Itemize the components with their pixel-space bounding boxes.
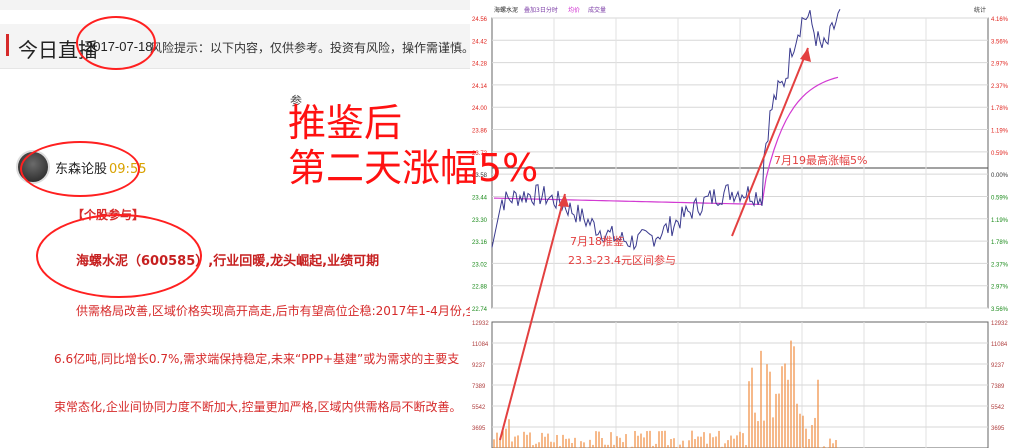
highlight-ellipse-author [20, 141, 140, 197]
header-accent-bar [6, 34, 9, 56]
chart-legend-item: 叠加3日分时 [524, 6, 558, 14]
pct-tick-label: 2.37% [991, 262, 1009, 268]
post-paragraph-3: 束常态化,企业间协同力度不断加大,控量更加严格,区域内供需格局不断改善。 [54, 400, 462, 414]
intraday-chart-svg: 24.56 24.42 24.28 24.14 24.00 23.86 23.72 23.58… [470, 0, 1016, 448]
top-strip [0, 0, 470, 10]
price-tick-label: 23.16 [472, 240, 488, 246]
volume-tick-label: 11084 [472, 342, 489, 348]
pct-tick-label: 2.37% [991, 84, 1009, 90]
price-tick-label: 23.44 [472, 195, 488, 201]
volume-tick-label: 12932 [991, 321, 1008, 327]
volume-tick-label: 3695 [472, 426, 486, 432]
volume-tick-label: 12932 [472, 321, 489, 327]
pct-tick-label: 1.19% [991, 129, 1009, 135]
pct-tick-label: 1.19% [991, 218, 1009, 224]
annotation-1-line2: 23.3-23.4元区间参与 [568, 253, 676, 267]
price-tick-label: 23.30 [472, 218, 488, 224]
price-tick-label: 24.42 [472, 39, 488, 45]
overlay-title-line2: 第二天涨幅5% [288, 146, 539, 190]
annotation-1-line1: 7月18推鉴 [570, 234, 624, 248]
volume-tick-label: 9237 [991, 363, 1005, 369]
volume-tick-label: 3695 [991, 426, 1005, 432]
pct-tick-label: 0.59% [991, 195, 1009, 201]
price-tick-label: 23.72 [472, 151, 488, 157]
price-tick-label: 22.74 [472, 307, 488, 313]
highlight-ellipse-date [76, 16, 156, 70]
annotation-2: 7月19最高涨幅5% [774, 153, 867, 167]
intraday-chart: 24.56 24.42 24.28 24.14 24.00 23.86 23.72 23.58… [470, 0, 1016, 448]
price-tick-label: 24.56 [472, 17, 488, 23]
pct-tick-label: 2.97% [991, 285, 1009, 291]
post-paragraph-2: 6.6亿吨,同比增长0.7%,需求端保持稳定,未来“PPP+基建”或为需求的主要… [54, 352, 460, 366]
price-tick-label: 23.58 [472, 173, 488, 179]
pct-tick-label: 1.78% [991, 240, 1009, 246]
volume-tick-label: 7389 [991, 384, 1005, 390]
chart-background [470, 0, 1016, 448]
chart-top-right-label: 统计 [974, 6, 986, 14]
pct-tick-label: 2.97% [991, 62, 1009, 68]
pct-tick-label: 3.56% [991, 307, 1009, 313]
highlight-ellipse-stock [36, 214, 202, 298]
chart-legend-item: 海螺水泥 [494, 6, 518, 14]
price-tick-label: 22.88 [472, 285, 488, 291]
pct-tick-label: 0.59% [991, 151, 1009, 157]
post-paragraph-1: 供需格局改善,区域价格实现高开高走,后市有望高位企稳:2017年1-4月份,全 [76, 304, 478, 318]
price-tick-label: 24.14 [472, 84, 488, 90]
annotation-arrow-2 [731, 47, 809, 237]
partial-tab-label: 参 [290, 94, 303, 108]
volume-tick-label: 11084 [991, 342, 1008, 348]
average-price-line [493, 76, 839, 206]
pct-tick-label: 4.16% [991, 17, 1009, 23]
price-tick-label: 23.86 [472, 129, 488, 135]
volume-tick-label: 5542 [472, 405, 486, 411]
chart-legend-item: 成交量 [588, 6, 606, 14]
price-tick-label: 23.02 [472, 262, 488, 268]
volume-tick-label: 5542 [991, 405, 1005, 411]
chart-legend-item: 均价 [568, 6, 580, 14]
price-line [491, 9, 841, 251]
overlay-title-line1: 推鉴后 [288, 101, 403, 145]
annotation-arrowhead-2 [800, 48, 811, 62]
risk-notice: 风险提示：以下内容，仅供参考。投资有风险，操作需谨慎。 [150, 41, 475, 55]
annotation-arrowhead-1 [558, 194, 569, 207]
price-tick-label: 24.28 [472, 62, 488, 68]
volume-tick-label: 7389 [472, 384, 486, 390]
annotation-arrow-1 [499, 193, 566, 441]
pct-tick-label: 3.56% [991, 39, 1009, 45]
volume-tick-label: 9237 [472, 363, 486, 369]
pct-tick-label: 0.00% [991, 173, 1009, 179]
price-tick-label: 24.00 [472, 106, 488, 112]
pct-tick-label: 1.78% [991, 106, 1009, 112]
